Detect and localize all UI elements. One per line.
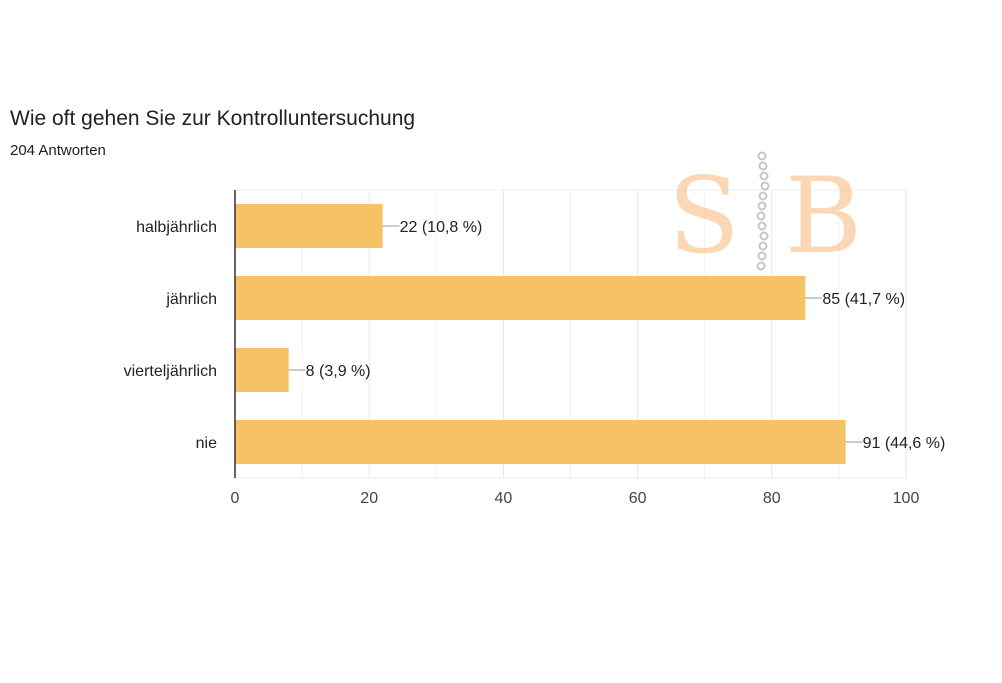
- chart-title: Wie oft gehen Sie zur Kontrolluntersuchu…: [10, 107, 416, 130]
- logo-bead: [756, 261, 766, 271]
- logo-letter-b: B: [785, 155, 862, 277]
- logo-letter-s: S: [668, 155, 740, 277]
- logo-bead: [757, 251, 767, 261]
- data-label: 8 (3,9 %): [306, 363, 371, 380]
- x-tick-label: 20: [360, 490, 378, 507]
- logo-bead: [757, 221, 767, 231]
- bar-2: [235, 348, 289, 392]
- logo-bead: [757, 201, 767, 211]
- logo-bead: [759, 231, 769, 241]
- x-tick-label: 100: [893, 490, 920, 507]
- category-label: vierteljährlich: [124, 363, 217, 380]
- category-label: jährlich: [165, 291, 217, 308]
- logo-bead: [758, 241, 768, 251]
- logo-bead: [757, 151, 767, 161]
- bar-1: [235, 276, 806, 320]
- response-count: 204 Antworten: [10, 142, 106, 159]
- bar-0: [235, 204, 383, 248]
- bar-3: [235, 420, 846, 464]
- logo-bead: [758, 191, 768, 201]
- logo-bead: [758, 161, 768, 171]
- logo-bead: [759, 171, 769, 181]
- x-tick-label: 40: [495, 490, 513, 507]
- category-label: nie: [196, 435, 217, 452]
- logo-bead: [760, 181, 770, 191]
- data-label: 85 (41,7 %): [822, 291, 905, 308]
- logo-bead: [756, 211, 766, 221]
- x-tick-label: 0: [231, 490, 240, 507]
- x-tick-label: 80: [763, 490, 781, 507]
- data-label: 91 (44,6 %): [863, 435, 946, 452]
- category-label: halbjährlich: [136, 219, 217, 236]
- data-label: 22 (10,8 %): [400, 219, 483, 236]
- x-tick-label: 60: [629, 490, 647, 507]
